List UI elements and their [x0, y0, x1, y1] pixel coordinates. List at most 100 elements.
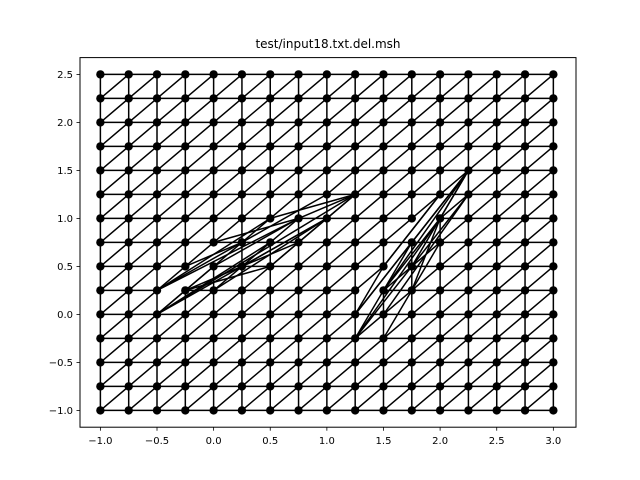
mesh-edge: [269, 121, 300, 148]
mesh-point: [492, 190, 501, 199]
mesh-point: [294, 166, 303, 175]
mesh-point: [520, 406, 530, 415]
mesh-point: [96, 238, 105, 247]
mesh-edge: [127, 193, 158, 220]
mesh-edge: [184, 241, 243, 268]
mesh-edge: [297, 145, 328, 172]
mesh-point: [209, 142, 218, 151]
mesh-edge: [354, 169, 385, 196]
mesh-point: [549, 262, 558, 271]
mesh-edge: [127, 97, 158, 124]
mesh-edge: [184, 265, 271, 292]
mesh-point: [520, 70, 530, 79]
mesh-point: [237, 142, 247, 151]
mesh-point: [266, 358, 275, 367]
mesh-point: [435, 142, 445, 151]
mesh-point: [181, 382, 190, 391]
mesh-point: [96, 70, 105, 79]
x-tick-label: 3.0: [545, 436, 561, 447]
mesh-edge: [99, 73, 130, 100]
mesh-edge: [354, 265, 385, 292]
mesh-edge: [184, 289, 215, 316]
mesh-edge: [99, 241, 130, 268]
mesh-point: [96, 382, 105, 391]
mesh-point: [209, 310, 218, 319]
mesh-edge: [411, 97, 441, 124]
mesh-edge: [382, 313, 413, 340]
mesh-edge: [495, 337, 526, 364]
mesh-point: [407, 214, 416, 223]
mesh-edge: [467, 265, 498, 292]
mesh-edge: [156, 193, 356, 316]
mesh-edge: [382, 337, 413, 364]
mesh-edge: [467, 361, 498, 388]
mesh-point: [266, 406, 275, 415]
mesh-point: [464, 286, 473, 295]
mesh-point: [435, 286, 445, 295]
mesh-edge: [354, 193, 385, 220]
mesh-edge: [326, 265, 356, 292]
mesh-edge: [127, 73, 158, 100]
mesh-edge: [269, 193, 300, 220]
mesh-edge: [241, 385, 271, 412]
mesh-point: [124, 286, 133, 295]
mesh-point: [407, 166, 416, 175]
mesh-edge: [382, 169, 470, 292]
mesh-point: [209, 262, 218, 271]
mesh-edge: [212, 73, 243, 100]
mesh-edge: [297, 97, 328, 124]
mesh-point: [492, 118, 501, 127]
mesh-point: [96, 286, 105, 295]
mesh-edge: [354, 289, 385, 340]
mesh-edge: [184, 385, 215, 412]
mesh-point: [435, 94, 445, 103]
mesh-edge: [411, 265, 441, 292]
mesh-edge: [269, 385, 300, 412]
mesh-edge: [241, 289, 271, 316]
mesh-point: [124, 406, 133, 415]
mesh-edge: [354, 337, 385, 364]
mesh-edge: [212, 313, 243, 340]
mesh-point: [181, 214, 190, 223]
y-tick-label: −0.5: [49, 358, 73, 369]
mesh-edge: [184, 97, 215, 124]
mesh-point: [96, 142, 105, 151]
mesh-edge: [354, 241, 385, 268]
mesh-point: [152, 262, 162, 271]
mesh-point: [181, 310, 190, 319]
mesh-point: [322, 358, 332, 367]
mesh-edge: [156, 241, 187, 268]
mesh-edge: [411, 169, 441, 196]
mesh-edge: [99, 145, 130, 172]
mesh-point: [152, 358, 162, 367]
mesh-edge: [467, 217, 498, 244]
mesh-point: [322, 190, 332, 199]
mesh-point: [181, 166, 190, 175]
mesh-point: [124, 358, 133, 367]
mesh-edge: [241, 217, 328, 268]
mesh-point: [549, 166, 558, 175]
mesh-point: [209, 94, 218, 103]
mesh-edge: [439, 169, 470, 196]
mesh-edge: [495, 217, 526, 244]
mesh-point: [96, 358, 105, 367]
mesh-point: [209, 406, 218, 415]
mesh-point: [549, 190, 558, 199]
mesh-point: [464, 334, 473, 343]
mesh-edge: [524, 313, 555, 340]
mesh-edge: [382, 169, 413, 196]
mesh-edge: [99, 193, 130, 220]
mesh-point: [379, 166, 388, 175]
mesh-point: [96, 94, 105, 103]
mesh-edge: [439, 145, 470, 172]
mesh-point: [350, 310, 360, 319]
y-tick-label: 1.5: [57, 166, 73, 177]
mesh-point: [464, 142, 473, 151]
mesh-point: [294, 406, 303, 415]
y-axis: −1.0 −0.5 0.0 0.5 1.0 1.5 2.0 2.5: [49, 70, 80, 417]
mesh-edge: [127, 289, 158, 316]
mesh-edge: [382, 121, 413, 148]
mesh-point: [407, 142, 416, 151]
mesh-point: [350, 406, 360, 415]
mesh-point: [520, 238, 530, 247]
